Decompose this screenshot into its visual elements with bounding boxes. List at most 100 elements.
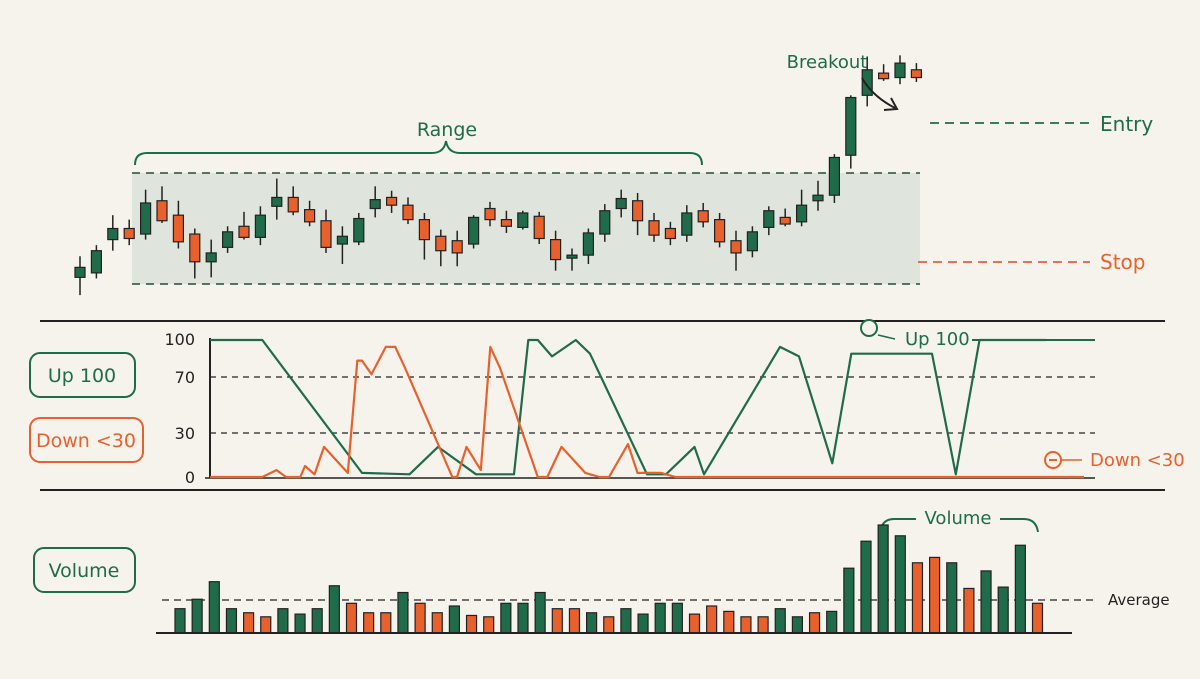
volume-bar bbox=[980, 570, 992, 634]
candle bbox=[107, 215, 119, 251]
candle bbox=[369, 186, 381, 218]
candle-body bbox=[910, 69, 923, 79]
candle bbox=[746, 226, 759, 258]
candle-body bbox=[549, 239, 562, 261]
candle-body bbox=[402, 204, 414, 221]
candle bbox=[517, 210, 529, 230]
candle bbox=[730, 230, 742, 271]
candle bbox=[500, 210, 512, 233]
volume-bar bbox=[757, 616, 769, 634]
candle bbox=[828, 154, 841, 203]
volume-bar bbox=[723, 610, 735, 634]
candle bbox=[468, 215, 480, 249]
candle bbox=[386, 190, 398, 213]
candle bbox=[320, 209, 332, 253]
candle bbox=[271, 178, 283, 220]
breakout-arrow bbox=[861, 77, 896, 109]
candle-body bbox=[468, 216, 480, 245]
volume-bar bbox=[826, 610, 838, 634]
volume-bar bbox=[568, 608, 581, 634]
candle-body bbox=[123, 227, 135, 240]
candle bbox=[697, 202, 709, 228]
average-label: Average bbox=[1108, 591, 1170, 609]
candle-body bbox=[369, 199, 381, 210]
volume-box: Volume bbox=[33, 547, 136, 593]
volume-bar bbox=[345, 602, 358, 634]
up-callout-marker bbox=[860, 319, 878, 337]
candle-body bbox=[812, 194, 824, 202]
y-tick-70: 70 bbox=[175, 368, 195, 387]
candle-body bbox=[74, 266, 86, 278]
volume-bar bbox=[500, 602, 512, 634]
volume-bar bbox=[774, 608, 786, 634]
candle-body bbox=[861, 69, 873, 96]
candle-body bbox=[582, 232, 595, 256]
candle bbox=[402, 197, 414, 225]
volume-bar bbox=[894, 535, 906, 634]
down-box: Down <30 bbox=[29, 417, 144, 463]
candle-body bbox=[189, 233, 201, 263]
volume-bars bbox=[174, 524, 1044, 634]
volume-bar bbox=[671, 602, 683, 634]
volume-bar bbox=[277, 608, 289, 634]
volume-bar bbox=[1014, 544, 1026, 634]
volume-bar bbox=[688, 613, 701, 634]
candle bbox=[681, 205, 693, 242]
candle-body bbox=[894, 62, 906, 79]
volume-bar bbox=[603, 616, 615, 634]
volume-bar bbox=[706, 605, 718, 634]
breakout-label: Breakout bbox=[787, 52, 868, 73]
volume-bar bbox=[808, 612, 821, 634]
volume-bar bbox=[946, 562, 958, 634]
candle-body bbox=[697, 210, 709, 223]
candle bbox=[90, 245, 103, 279]
price-panel: Range Entry Stop Breakout bbox=[74, 52, 1153, 296]
up-callout-leader bbox=[877, 334, 896, 340]
candle bbox=[189, 228, 201, 279]
candle-body bbox=[566, 254, 578, 259]
candle bbox=[615, 189, 627, 218]
range-bracket bbox=[134, 140, 703, 166]
candle-body bbox=[222, 231, 234, 248]
candle-body bbox=[500, 219, 512, 227]
oscillator-series-line bbox=[210, 338, 1046, 476]
candle-body bbox=[730, 240, 742, 254]
candle bbox=[763, 206, 775, 236]
candle-body bbox=[271, 196, 283, 207]
volume-bar bbox=[431, 612, 443, 634]
candle bbox=[435, 229, 447, 267]
volume-bar bbox=[380, 612, 392, 634]
volume-bar bbox=[260, 616, 272, 634]
candle-body bbox=[877, 72, 890, 80]
candle-body bbox=[435, 235, 447, 252]
volume-bar bbox=[483, 616, 495, 634]
y-tick-0: 0 bbox=[185, 468, 195, 487]
volume-bar bbox=[928, 556, 941, 634]
volume-bar bbox=[311, 608, 323, 634]
volume-bar bbox=[877, 524, 889, 634]
down-box-label: Down <30 bbox=[36, 430, 136, 452]
candle bbox=[779, 208, 791, 227]
candle-body bbox=[599, 210, 611, 235]
volume-bar bbox=[174, 608, 186, 634]
candle-body bbox=[304, 209, 316, 223]
candle bbox=[156, 186, 168, 223]
volume-bar bbox=[517, 602, 529, 634]
candle-body bbox=[779, 216, 791, 225]
candle bbox=[631, 192, 644, 236]
candle-body bbox=[418, 219, 430, 241]
candle-body bbox=[156, 200, 168, 222]
up-box-frame bbox=[29, 352, 136, 398]
candles-group bbox=[74, 55, 923, 296]
candle-body bbox=[336, 235, 348, 245]
candle-body bbox=[287, 196, 299, 213]
candle bbox=[566, 248, 578, 271]
oscillator-lines bbox=[210, 338, 1084, 479]
volume-bar bbox=[191, 598, 203, 634]
candle bbox=[910, 63, 923, 82]
volume-box-frame bbox=[33, 547, 136, 593]
candle-body bbox=[664, 227, 677, 240]
volume-bar bbox=[620, 608, 632, 634]
candle bbox=[549, 230, 562, 271]
